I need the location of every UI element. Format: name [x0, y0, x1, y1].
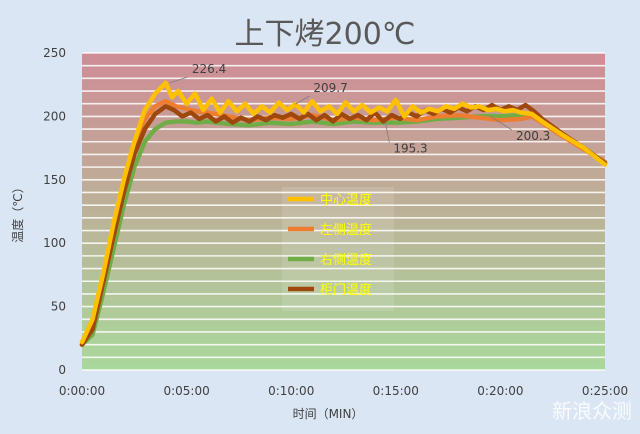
chart-title: 上下烤200℃: [235, 17, 416, 52]
x-axis-label: 时间（MIN）: [293, 407, 364, 421]
annotation-leader: [489, 115, 513, 131]
annotation-leader: [295, 95, 310, 105]
x-tick-label: 0:15:00: [373, 384, 419, 398]
y-tick-label: 0: [58, 363, 66, 377]
x-tick-label: 0:05:00: [163, 384, 209, 398]
legend-label: 柜门温度: [320, 282, 372, 298]
annotation-leader: [384, 122, 390, 143]
annotation-leader: [169, 76, 188, 84]
legend-label: 右侧温度: [320, 252, 372, 268]
legend-label: 中心温度: [320, 192, 372, 208]
series-line: [79, 111, 608, 347]
watermark-logo: 新浪众测: [552, 399, 632, 423]
series-line: [79, 80, 608, 345]
annotation-label: 200.3: [516, 129, 550, 143]
x-tick-label: 0:25:00: [582, 384, 628, 398]
x-tick-label: 0:10:00: [268, 384, 314, 398]
y-tick-label: 100: [43, 236, 66, 250]
series-lines: [79, 80, 608, 347]
y-axis: 0 50 100 150 200 250: [43, 46, 66, 377]
y-tick-label: 250: [43, 46, 66, 60]
gridlines: [82, 52, 605, 371]
annotation-label: 209.7: [313, 81, 347, 95]
x-tick-label: 0:00:00: [59, 384, 105, 398]
y-tick-label: 200: [43, 109, 66, 123]
legend-label: 左侧温度: [320, 222, 372, 238]
annotations: 226.4 209.7 195.3 200.3: [169, 62, 550, 155]
y-tick-label: 50: [51, 300, 66, 314]
x-axis: 0:00:00 0:05:00 0:10:00 0:15:00 0:20:00 0:25:…: [59, 384, 628, 398]
y-tick-label: 150: [43, 173, 66, 187]
annotation-label: 195.3: [393, 141, 427, 155]
x-tick-label: 0:20:00: [477, 384, 523, 398]
y-axis-label: 温度（℃）: [10, 181, 25, 242]
series-line: [79, 102, 608, 347]
annotation-label: 226.4: [192, 62, 226, 76]
